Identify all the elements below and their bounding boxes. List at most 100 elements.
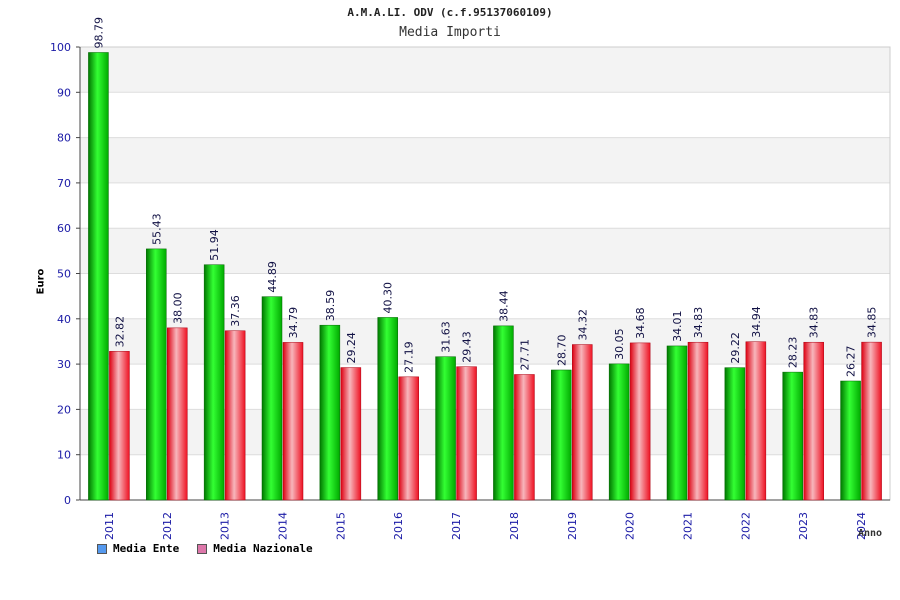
bar-media-nazionale-2016 (398, 376, 419, 501)
y-tick-label: 20 (57, 403, 71, 416)
bar-media-nazionale-2017 (456, 366, 477, 501)
bars-layer (88, 52, 882, 501)
bar-media-ente-2019 (551, 369, 572, 501)
grid-band (80, 47, 890, 93)
data-label-media-nazionale-2013: 37.36 (229, 295, 242, 327)
data-label-media-nazionale-2017: 29.43 (461, 331, 474, 363)
data-label-media-nazionale-2020: 34.68 (634, 307, 647, 339)
bar-media-ente-2011 (88, 52, 109, 501)
bar-media-nazionale-2018 (514, 374, 535, 501)
data-label-media-ente-2020: 30.05 (613, 328, 626, 360)
x-tick-label-2023: 2023 (797, 512, 810, 540)
legend-item-media-nazionale: Media Nazionale (197, 542, 313, 555)
legend: Media Ente Media Nazionale (97, 542, 313, 555)
data-label-media-nazionale-2019: 34.32 (576, 309, 589, 341)
data-label-media-ente-2021: 34.01 (671, 310, 684, 342)
grid-band (80, 228, 890, 274)
data-label-media-nazionale-2015: 29.24 (345, 332, 358, 364)
legend-label-media-nazionale: Media Nazionale (213, 542, 313, 555)
x-tick-label-2016: 2016 (392, 512, 405, 540)
grid-layer (80, 46, 890, 501)
x-tick-label-2019: 2019 (566, 512, 579, 540)
bar-media-ente-2012 (146, 248, 167, 501)
bar-media-ente-2021 (666, 345, 688, 501)
x-tick-label-2022: 2022 (739, 512, 752, 540)
data-label-media-ente-2024: 26.27 (845, 345, 858, 377)
x-tick-label-2013: 2013 (219, 512, 232, 540)
data-label-media-ente-2017: 31.63 (440, 321, 453, 353)
grid-band (80, 409, 890, 455)
y-tick-label: 40 (57, 313, 71, 326)
y-tick-label: 80 (57, 132, 71, 145)
bar-media-nazionale-2012 (167, 327, 188, 501)
bar-media-ente-2022 (724, 367, 746, 501)
bar-media-ente-2013 (203, 264, 225, 501)
y-tick-label: 10 (57, 449, 71, 462)
bar-media-nazionale-2013 (224, 330, 246, 501)
bar-media-nazionale-2011 (109, 351, 130, 501)
x-tick-label-2014: 2014 (277, 512, 290, 540)
y-axis-label: Euro (35, 268, 47, 295)
axis-layer: 0 10 20 30 40 50 60 70 80 90 100 2011 2012 2013 2014 20… (50, 41, 891, 540)
data-label-media-ente-2013: 51.94 (208, 229, 221, 261)
grid-band (80, 318, 890, 365)
bar-media-nazionale-2021 (687, 341, 709, 501)
data-label-media-ente-2015: 38.59 (324, 290, 337, 322)
chart-title: A.M.A.LI. ODV (c.f.95137060109) (347, 6, 553, 19)
y-tick-label: 100 (50, 41, 71, 54)
bar-media-ente-2016 (377, 317, 398, 501)
bar-media-nazionale-2019 (572, 344, 593, 501)
data-label-media-nazionale-2023: 34.83 (808, 307, 821, 339)
bar-media-ente-2014 (261, 296, 283, 501)
legend-swatch-media-nazionale (197, 543, 208, 554)
data-label-media-ente-2012: 55.43 (150, 213, 163, 245)
bar-media-nazionale-2023 (803, 341, 824, 501)
bar-media-ente-2024 (840, 380, 861, 501)
data-label-media-nazionale-2011: 32.82 (113, 316, 126, 348)
legend-swatch-media-ente (97, 543, 107, 554)
y-tick-label: 90 (57, 86, 71, 99)
x-axis-label: Anno (858, 528, 883, 539)
legend-label-media-ente: Media Ente (113, 542, 180, 555)
bar-media-ente-2018 (493, 325, 514, 501)
grid-band (80, 137, 890, 183)
bar-media-nazionale-2015 (340, 367, 362, 501)
x-tick-label-2024: 2024 (855, 512, 868, 540)
data-label-media-nazionale-2018: 27.71 (518, 339, 531, 371)
data-label-media-nazionale-2014: 34.79 (287, 307, 300, 339)
y-tick-label: 50 (57, 268, 71, 281)
data-label-media-ente-2019: 28.70 (555, 334, 568, 366)
y-tick-label: 30 (57, 358, 71, 371)
labels-layer: 98.79 32.82 55.43 38.00 51.94 37.36 44.89 34.79… (92, 17, 878, 377)
bar-media-nazionale-2024 (861, 341, 882, 501)
chart-subtitle: Media Importi (399, 25, 501, 40)
y-tick-label: 60 (57, 222, 71, 235)
bar-media-nazionale-2022 (745, 341, 767, 501)
x-tick-label-2017: 2017 (450, 512, 463, 540)
x-tick-label-2018: 2018 (508, 512, 521, 540)
bar-media-nazionale-2014 (282, 342, 304, 501)
y-tick-label: 70 (57, 177, 71, 190)
data-label-media-nazionale-2012: 38.00 (171, 292, 184, 324)
data-label-media-ente-2011: 98.79 (92, 17, 105, 49)
bar-media-ente-2015 (319, 324, 341, 501)
data-label-media-ente-2023: 28.23 (787, 337, 800, 369)
data-label-media-ente-2016: 40.30 (382, 282, 395, 314)
x-tick-label-2012: 2012 (161, 512, 174, 540)
x-tick-label-2020: 2020 (624, 512, 637, 540)
data-label-media-nazionale-2021: 34.83 (692, 307, 705, 339)
legend-item-media-ente: Media Ente (97, 542, 179, 555)
data-label-media-nazionale-2024: 34.85 (866, 307, 879, 339)
bar-media-ente-2017 (435, 356, 456, 501)
data-label-media-ente-2018: 38.44 (497, 290, 510, 322)
x-tick-label-2011: 2011 (103, 512, 116, 540)
data-label-media-nazionale-2016: 27.19 (403, 341, 416, 373)
data-label-media-nazionale-2022: 34.94 (750, 306, 763, 338)
x-tick-label-2021: 2021 (682, 512, 695, 540)
x-tick-label-2015: 2015 (334, 512, 347, 540)
y-tick-label: 0 (64, 494, 71, 507)
data-label-media-ente-2022: 29.22 (729, 332, 742, 364)
bar-media-ente-2020 (608, 363, 630, 501)
bar-media-ente-2023 (782, 371, 803, 501)
